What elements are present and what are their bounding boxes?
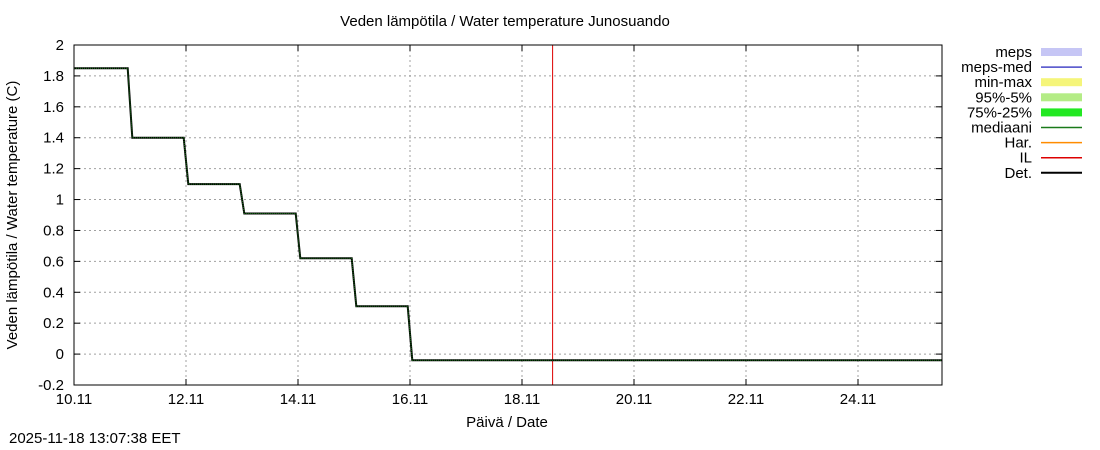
y-tick-label: 0: [56, 346, 64, 363]
x-axis-label: Päivä / Date: [466, 414, 548, 430]
grid: [74, 45, 942, 385]
series-line-mediaani: [74, 67, 942, 361]
y-tick-label: 1.4: [43, 130, 64, 147]
legend-label: IL: [1019, 150, 1032, 167]
y-tick-label: 0.8: [43, 222, 64, 239]
y-tick-label: 0.2: [43, 315, 64, 332]
legend-label: meps: [995, 44, 1032, 61]
y-tick-label: 0.6: [43, 253, 64, 270]
series-line-det: [74, 67, 942, 362]
y-tick-label: -0.2: [38, 377, 64, 394]
y-tick-label: 1.2: [43, 161, 64, 178]
x-tick-label: 14.11: [280, 391, 316, 408]
y-tick-label: 2: [56, 37, 64, 54]
timestamp: 2025-11-18 13:07:38 EET: [9, 430, 181, 447]
x-tick-label: 18.11: [504, 391, 540, 408]
x-tick-label: 16.11: [392, 391, 428, 408]
y-axis-label: Veden lämpötila / Water temperature (C): [4, 81, 21, 350]
x-tick-label: 10.11: [56, 391, 92, 408]
legend-label: min-max: [974, 74, 1032, 91]
chart-title: Veden lämpötila / Water temperature Juno…: [340, 13, 670, 30]
series-layer: [74, 45, 942, 385]
legend-label: 95%-5%: [975, 89, 1032, 106]
y-tick-label: 1.6: [43, 99, 64, 116]
y-tick-label: 1.8: [43, 68, 64, 85]
y-tick-label: 1: [56, 192, 64, 209]
x-tick-label: 20.11: [616, 391, 652, 408]
y-tick-label: 0.4: [43, 284, 64, 301]
legend-label: meps-med: [961, 59, 1032, 76]
legend-label: Det.: [1004, 165, 1032, 182]
x-tick-label: 22.11: [728, 391, 764, 408]
legend-swatch: [1041, 93, 1082, 102]
legend-label: mediaani: [971, 120, 1032, 137]
chart: Veden lämpötila / Water temperature Juno…: [4, 13, 1082, 431]
legend-label: Har.: [1004, 135, 1032, 152]
legend-swatch: [1041, 78, 1082, 87]
legend-label: 75%-25%: [967, 104, 1032, 121]
ticks: -0.2 0 0.2 0.4 0.6 0.8 1 1.2 1.4 1.6 1.8 2 10.11 12.1…: [38, 37, 942, 408]
legend-swatch: [1041, 48, 1082, 56]
x-tick-label: 12.11: [168, 391, 204, 408]
legend: mepsmeps-medmin-max95%-5%75%-25%mediaani…: [961, 44, 1082, 182]
x-tick-label: 24.11: [840, 391, 876, 408]
legend-swatch: [1041, 108, 1082, 117]
plot-frame: [73, 44, 943, 386]
